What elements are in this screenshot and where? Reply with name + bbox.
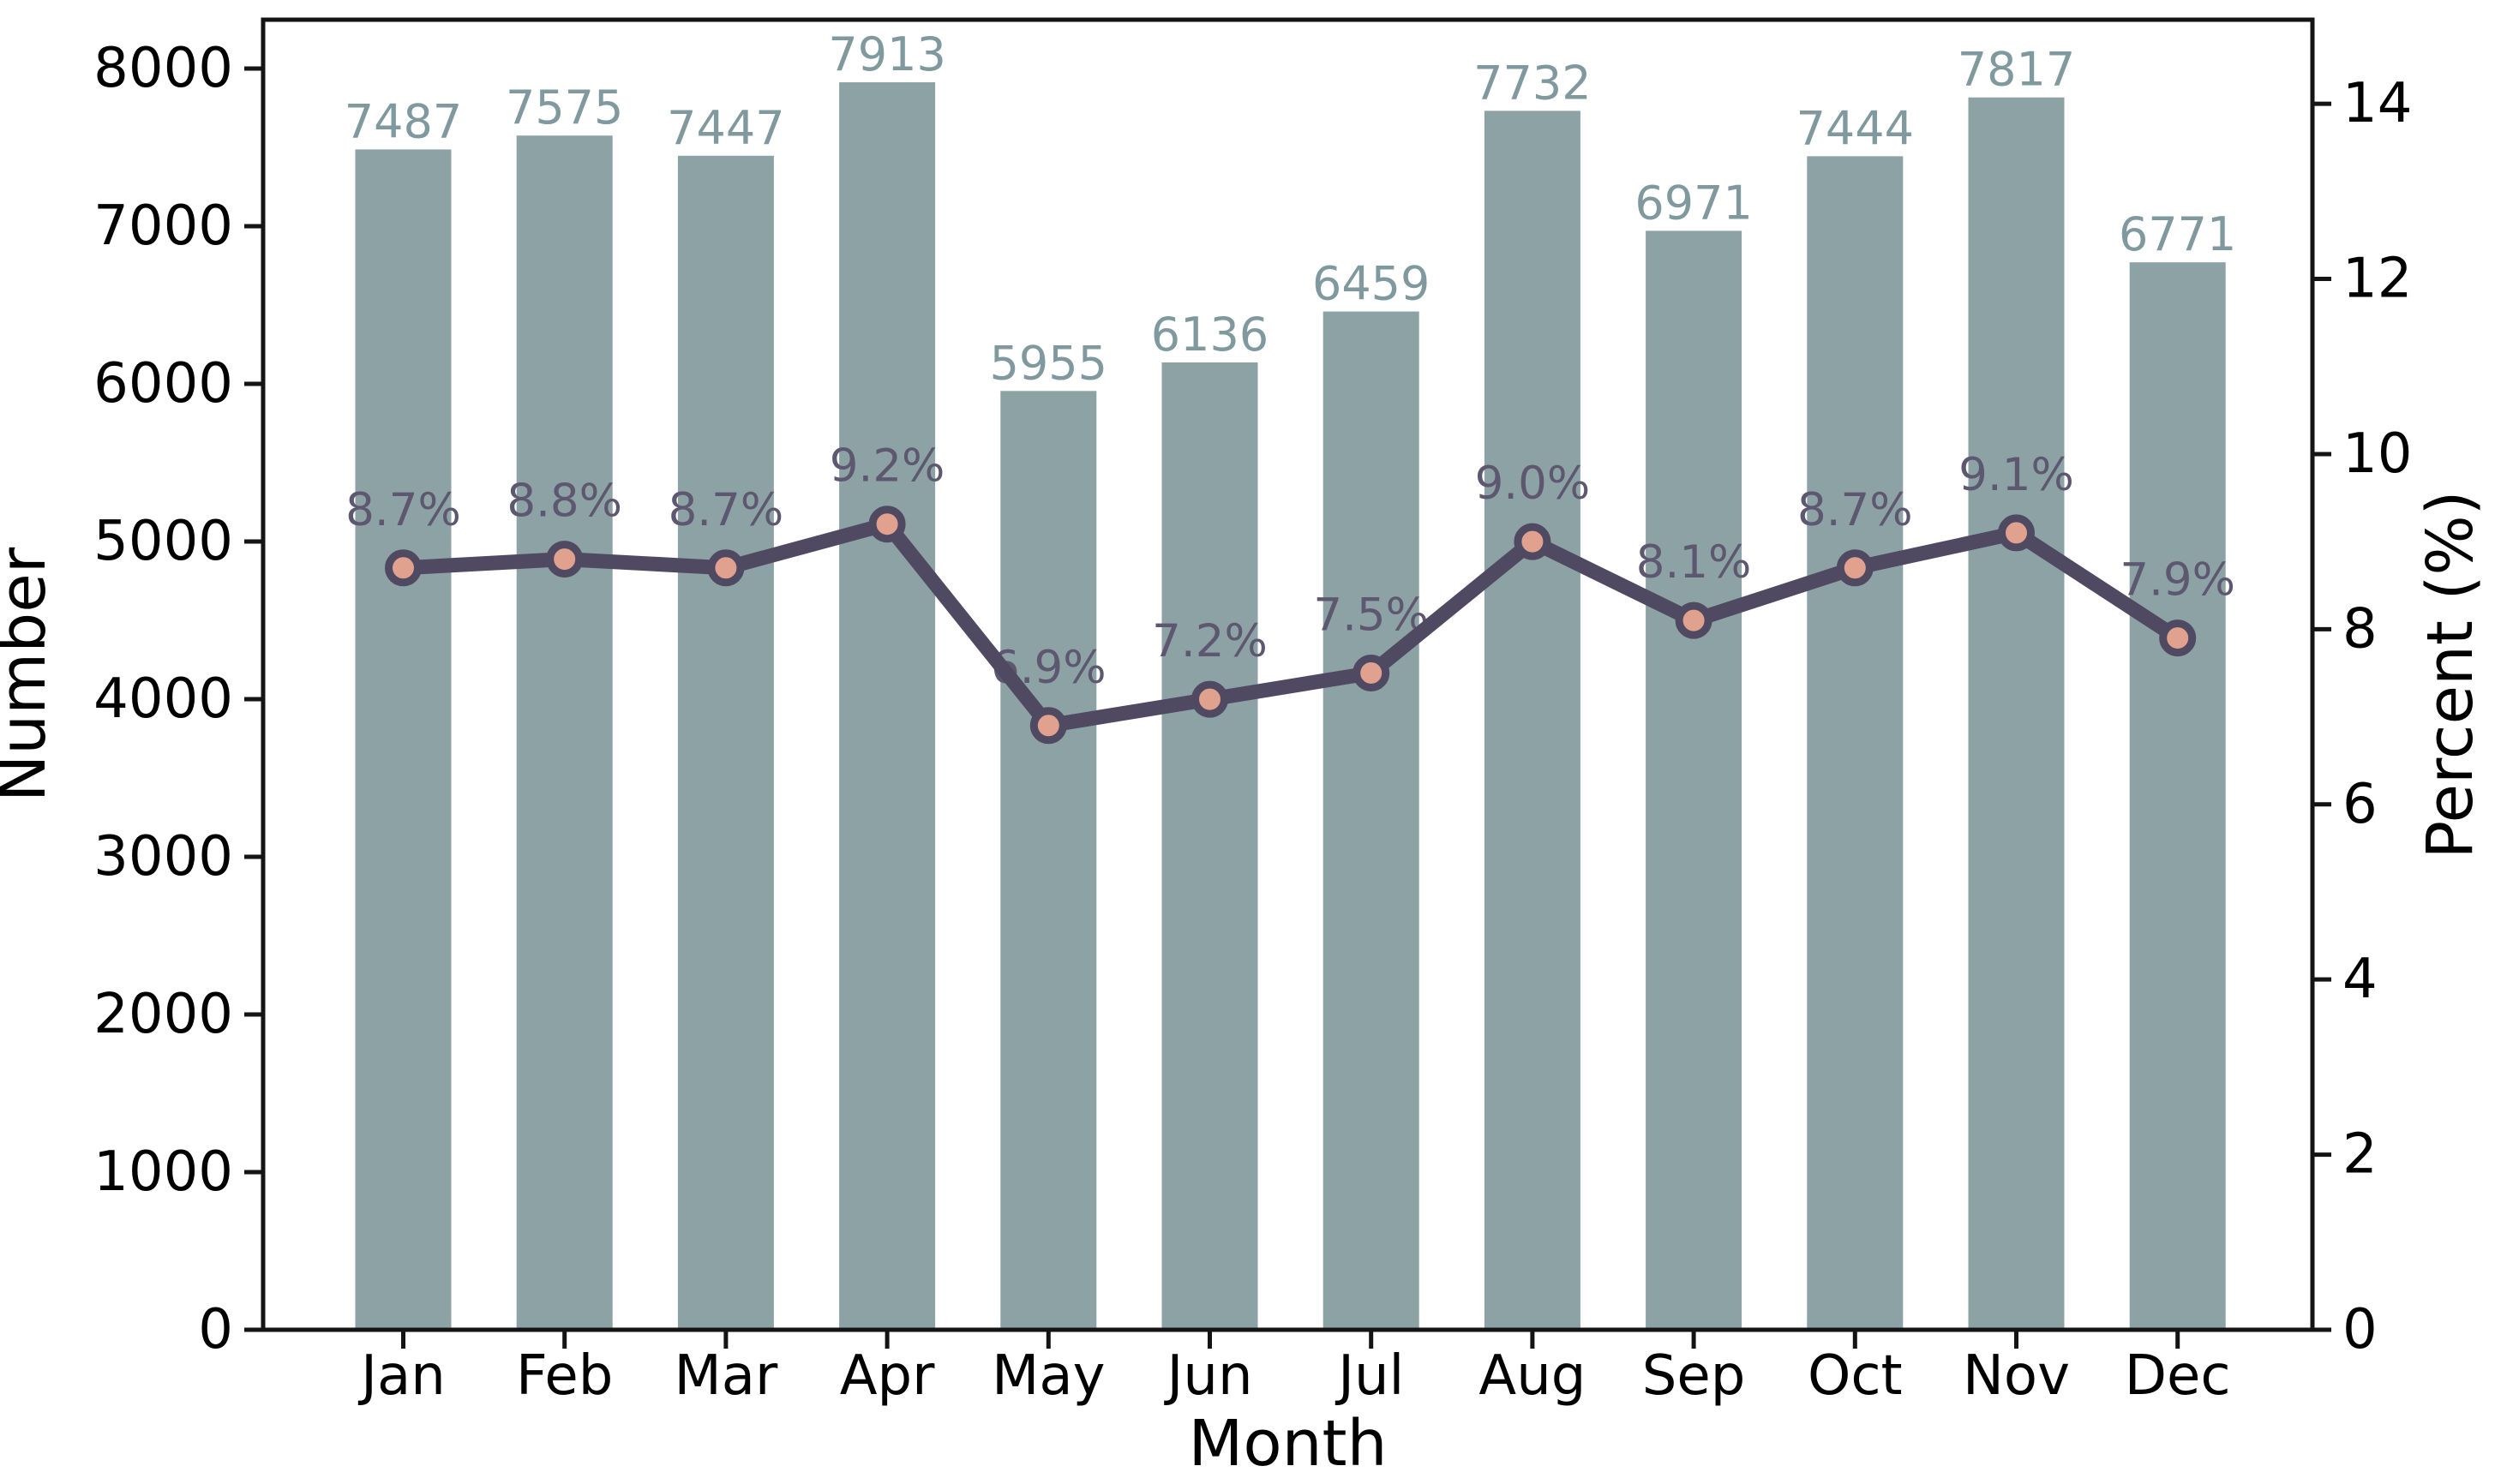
bar-Nov xyxy=(1968,97,2065,1331)
left-tick-label-4000: 4000 xyxy=(93,667,233,731)
right-tick-label-2: 2 xyxy=(2342,1123,2378,1187)
bar-value-label-Sep: 6971 xyxy=(1634,176,1752,230)
x-tick-label-Oct: Oct xyxy=(1808,1344,1903,1408)
bar-Feb xyxy=(516,135,613,1331)
left-tick-label-7000: 7000 xyxy=(93,194,233,258)
bar-Mar xyxy=(677,155,774,1330)
x-axis-title: Month xyxy=(1189,1407,1388,1481)
bar-value-label-Feb: 7575 xyxy=(506,81,623,135)
x-tick-label-Aug: Aug xyxy=(1478,1344,1586,1408)
marker-Jun xyxy=(1191,680,1228,718)
percent-label-Dec: 7.9% xyxy=(2120,554,2235,607)
marker-Oct xyxy=(1836,549,1874,587)
x-tick-label-Dec: Dec xyxy=(2125,1344,2231,1408)
bar-value-label-Apr: 7913 xyxy=(828,27,945,81)
bar-Jan xyxy=(355,149,452,1331)
left-tick-label-5000: 5000 xyxy=(93,510,233,573)
percent-label-Nov: 9.1% xyxy=(1958,449,2074,501)
right-tick-label-4: 4 xyxy=(2342,948,2378,1011)
x-tick-label-Jul: Jul xyxy=(1334,1344,1404,1408)
x-tick-label-Apr: Apr xyxy=(840,1344,935,1408)
bar-value-label-Mar: 7447 xyxy=(667,101,784,155)
x-tick-label-Mar: Mar xyxy=(675,1344,778,1408)
bar-value-label-Dec: 6771 xyxy=(2119,207,2236,261)
marker-Apr xyxy=(868,506,906,543)
bar-value-label-Jul: 6459 xyxy=(1312,257,1430,311)
percent-label-Sep: 8.1% xyxy=(1636,536,1752,589)
bar-Jul xyxy=(1322,311,1419,1331)
marker-Aug xyxy=(1514,523,1551,560)
bar-Sep xyxy=(1646,230,1742,1330)
left-tick-label-2000: 2000 xyxy=(93,983,233,1046)
bar-May xyxy=(1000,391,1097,1331)
x-tick-label-May: May xyxy=(992,1344,1105,1408)
x-tick-label-Jan: Jan xyxy=(357,1344,446,1408)
marker-Feb xyxy=(546,541,584,578)
x-tick-label-Jun: Jun xyxy=(1164,1344,1253,1408)
marker-Mar xyxy=(707,549,745,587)
left-tick-label-0: 0 xyxy=(198,1298,233,1361)
percent-label-Aug: 9.0% xyxy=(1475,458,1591,510)
left-tick-label-1000: 1000 xyxy=(93,1140,233,1204)
bar-value-label-Aug: 7732 xyxy=(1473,56,1591,110)
bar-Jun xyxy=(1161,362,1258,1331)
percent-label-Mar: 8.7% xyxy=(669,484,784,536)
x-tick-label-Sep: Sep xyxy=(1642,1344,1746,1408)
bar-Dec xyxy=(2129,262,2226,1330)
bar-Apr xyxy=(839,82,936,1330)
marker-Dec xyxy=(2159,619,2197,657)
x-tick-label-Nov: Nov xyxy=(1963,1344,2070,1408)
bar-value-label-May: 5955 xyxy=(990,336,1107,390)
left-tick-label-3000: 3000 xyxy=(93,825,233,889)
bar-value-label-Nov: 7817 xyxy=(1958,43,2075,97)
right-tick-label-0: 0 xyxy=(2342,1298,2378,1361)
bar-value-label-Jun: 6136 xyxy=(1151,308,1268,362)
y-axis-title-right: Percent (%) xyxy=(2414,490,2487,859)
right-tick-label-14: 14 xyxy=(2342,72,2412,135)
marker-May xyxy=(1029,707,1067,745)
marker-Nov xyxy=(1998,514,2035,552)
y-axis-title-left: Number xyxy=(0,547,60,802)
percent-label-Apr: 9.2% xyxy=(830,440,945,493)
bar-Oct xyxy=(1807,156,1904,1330)
left-tick-label-8000: 8000 xyxy=(93,37,233,100)
bar-value-label-Oct: 7444 xyxy=(1796,101,1914,155)
left-tick-label-6000: 6000 xyxy=(93,352,233,416)
bar-Aug xyxy=(1484,111,1580,1330)
x-tick-label-Feb: Feb xyxy=(516,1344,613,1408)
right-tick-label-6: 6 xyxy=(2342,773,2378,836)
right-tick-label-12: 12 xyxy=(2342,248,2412,311)
bar-value-label-Jan: 7487 xyxy=(345,94,462,148)
plot-border xyxy=(261,17,2315,1332)
percent-label-Jun: 7.2% xyxy=(1152,615,1268,667)
percent-label-Oct: 8.7% xyxy=(1797,484,1913,536)
percent-line xyxy=(396,517,2186,733)
marker-Jan xyxy=(385,549,422,587)
marker-Jul xyxy=(1352,654,1390,691)
right-tick-label-8: 8 xyxy=(2342,597,2378,661)
percent-label-Feb: 8.8% xyxy=(507,476,622,528)
percent-label-Jan: 8.7% xyxy=(345,484,461,536)
right-tick-label-10: 10 xyxy=(2342,422,2412,486)
marker-Sep xyxy=(1675,601,1712,639)
